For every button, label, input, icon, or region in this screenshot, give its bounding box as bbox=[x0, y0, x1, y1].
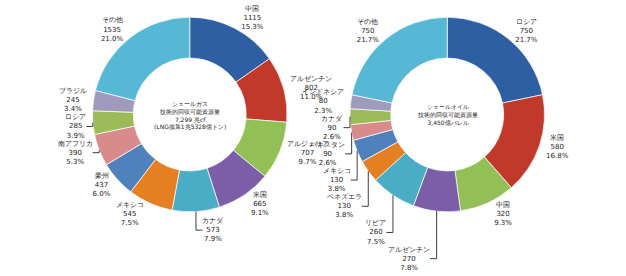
svg-text:その他75021.7%: その他75021.7% bbox=[357, 18, 380, 44]
svg-text:アルゼンチン80211.0%: アルゼンチン80211.0% bbox=[290, 75, 332, 101]
svg-text:メキシコ1303.8%: メキシコ1303.8% bbox=[323, 167, 351, 193]
svg-text:リビア2607.5%: リビア2607.5% bbox=[365, 219, 386, 245]
svg-text:米国6659.1%: 米国6659.1% bbox=[251, 191, 269, 217]
svg-text:南アフリカ3905.3%: 南アフリカ3905.3% bbox=[58, 140, 93, 166]
svg-text:カナダ902.6%: カナダ902.6% bbox=[321, 115, 343, 141]
svg-text:バキスタン902.6%: バキスタン902.6% bbox=[309, 141, 345, 167]
svg-text:インドネシア802.3%: インドネシア802.3% bbox=[302, 88, 344, 114]
svg-text:メキシコ5457.5%: メキシコ5457.5% bbox=[116, 201, 144, 227]
svg-text:カナダ5737.9%: カナダ5737.9% bbox=[202, 217, 224, 243]
svg-text:ブラジル2453.4%: ブラジル2453.4% bbox=[59, 87, 87, 113]
svg-text:米国58016.8%: 米国58016.8% bbox=[546, 134, 569, 160]
svg-text:アルゼンチン2707.8%: アルゼンチン2707.8% bbox=[388, 246, 430, 272]
svg-text:豪州4376.0%: 豪州4376.0% bbox=[93, 172, 111, 198]
svg-text:中国111515.3%: 中国111515.3% bbox=[241, 5, 264, 31]
svg-text:シェールオイル技術的回収可能資源量3,450億バレル: シェールオイル技術的回収可能資源量3,450億バレル bbox=[417, 103, 478, 126]
svg-text:中国3209.3%: 中国3209.3% bbox=[494, 201, 512, 227]
svg-text:ベネズエラ1303.8%: ベネズエラ1303.8% bbox=[327, 193, 362, 219]
svg-text:シェールガス技術的回収可能資源量7,299 兆cf(LNG換: シェールガス技術的回収可能資源量7,299 兆cf(LNG換算1兆5328億トン… bbox=[154, 100, 226, 130]
svg-text:アルジェリア7079.7%: アルジェリア7079.7% bbox=[287, 140, 329, 166]
svg-text:ロシア2853.9%: ロシア2853.9% bbox=[65, 113, 86, 139]
svg-text:その他153521.0%: その他153521.0% bbox=[101, 16, 124, 42]
svg-text:ロシア75021.7%: ロシア75021.7% bbox=[515, 18, 538, 44]
